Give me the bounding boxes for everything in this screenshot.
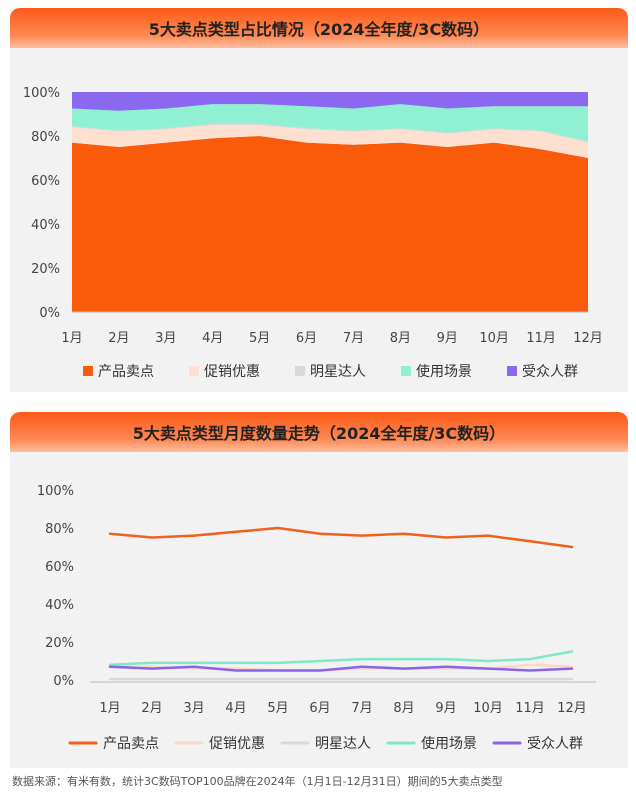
area-chart: 0% 20% 40% 60% 80% 100% 1月 2月 3月 4月 5月 6月 7月 8月 9月 10月 1… xyxy=(10,48,628,392)
x-tick-label: 5月 xyxy=(267,701,288,716)
x-tick-label: 12月 xyxy=(573,331,603,346)
y-tick-label: 100% xyxy=(37,484,74,499)
legend-label: 受众人群 xyxy=(522,364,578,380)
legend-label: 使用场景 xyxy=(421,735,477,752)
x-tick-label: 5月 xyxy=(249,331,270,346)
x-tick-label: 10月 xyxy=(473,701,503,716)
x-tick-label: 10月 xyxy=(479,331,509,346)
legend-swatch xyxy=(83,366,93,376)
x-tick-label: 3月 xyxy=(155,331,176,346)
line-chart: 0% 20% 40% 60% 80% 100% 1月 2月 3月 4月 5月 6月 7月 8月 9月 10月 1… xyxy=(10,452,628,768)
x-tick-label: 8月 xyxy=(393,701,414,716)
y-tick-label: 40% xyxy=(31,218,60,233)
legend-swatch xyxy=(189,366,199,376)
legend-label: 明星达人 xyxy=(310,364,366,380)
x-tick-label: 6月 xyxy=(309,701,330,716)
legend-swatch xyxy=(401,366,411,376)
y-tick-label: 60% xyxy=(31,174,60,189)
chart-title: 5大卖点类型占比情况（2024全年度/3C数码） xyxy=(10,16,628,40)
x-tick-label: 2月 xyxy=(108,331,129,346)
x-tick-label: 3月 xyxy=(183,701,204,716)
x-tick-label: 11月 xyxy=(526,331,556,346)
x-tick-label: 7月 xyxy=(351,701,372,716)
chart-panel-trend: 5大卖点类型月度数量走势（2024全年度/3C数码） 0% 20% 40% 60% 80… xyxy=(10,412,628,768)
y-tick-label: 60% xyxy=(45,560,74,575)
x-tick-label: 11月 xyxy=(515,701,545,716)
x-tick-label: 4月 xyxy=(225,701,246,716)
legend-label: 促销优惠 xyxy=(204,364,260,380)
x-tick-label: 7月 xyxy=(343,331,364,346)
line-series xyxy=(110,528,572,547)
x-tick-label: 1月 xyxy=(99,701,120,716)
y-tick-label: 20% xyxy=(45,636,74,651)
x-tick-label: 6月 xyxy=(296,331,317,346)
chart-panel-share: 5大卖点类型占比情况（2024全年度/3C数码） 0% 20% 40% 60% 80% 1… xyxy=(10,8,628,392)
y-tick-label: 0% xyxy=(53,674,74,689)
y-tick-label: 80% xyxy=(45,522,74,537)
y-tick-label: 40% xyxy=(45,598,74,613)
x-tick-label: 1月 xyxy=(61,331,82,346)
legend-label: 产品卖点 xyxy=(103,736,159,752)
area-series xyxy=(72,136,588,312)
y-tick-label: 80% xyxy=(31,130,60,145)
chart-header: 5大卖点类型月度数量走势（2024全年度/3C数码） xyxy=(10,412,628,452)
x-tick-label: 8月 xyxy=(390,331,411,346)
legend-label: 使用场景 xyxy=(416,363,472,380)
legend-label: 受众人群 xyxy=(527,736,583,752)
legend-swatch xyxy=(507,366,517,376)
x-tick-label: 12月 xyxy=(557,701,587,716)
legend-label: 促销优惠 xyxy=(209,736,265,752)
source-note: 数据来源：有米有数，统计3C数码TOP100品牌在2024年（1月1日-12月3… xyxy=(12,773,503,789)
y-tick-label: 100% xyxy=(23,86,60,101)
x-tick-label: 2月 xyxy=(141,701,162,716)
legend-label: 产品卖点 xyxy=(98,364,154,380)
x-tick-label: 9月 xyxy=(437,331,458,346)
chart-header: 5大卖点类型占比情况（2024全年度/3C数码） xyxy=(10,8,628,48)
x-tick-label: 4月 xyxy=(202,331,223,346)
legend-label: 明星达人 xyxy=(315,736,371,752)
y-tick-label: 20% xyxy=(31,262,60,277)
chart-title: 5大卖点类型月度数量走势（2024全年度/3C数码） xyxy=(10,420,628,444)
legend-swatch xyxy=(295,366,305,376)
x-tick-label: 9月 xyxy=(435,701,456,716)
line-series xyxy=(110,652,572,665)
y-tick-label: 0% xyxy=(39,306,60,321)
